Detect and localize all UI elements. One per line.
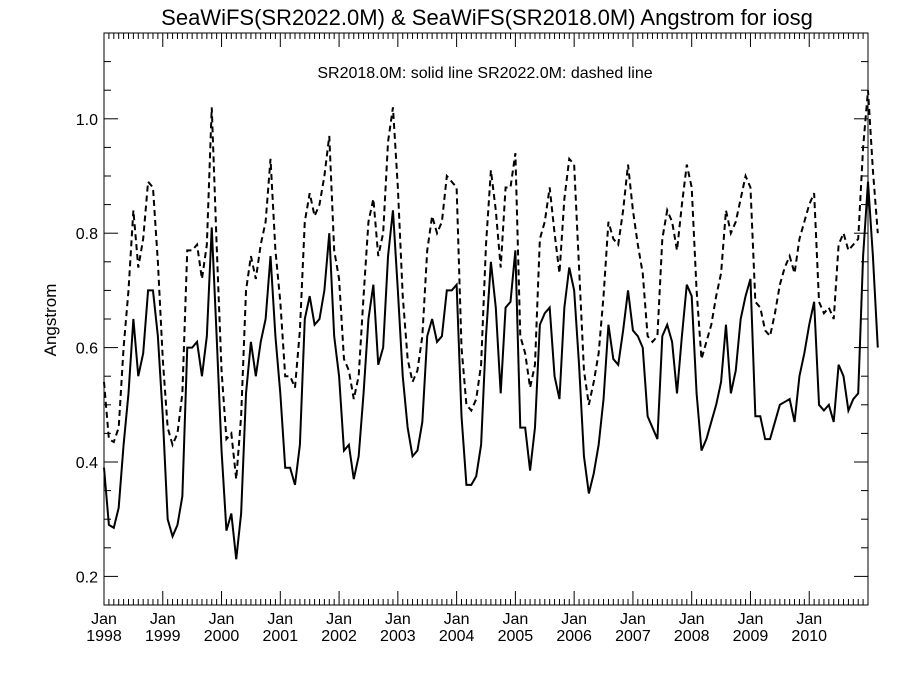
x-tick-label-year: 2002 — [321, 628, 357, 645]
x-tick-label-month: Jan — [796, 611, 822, 628]
x-tick-label-year: 2009 — [733, 628, 769, 645]
x-tick-label-year: 2000 — [204, 628, 240, 645]
x-tick-label-year: 1999 — [145, 628, 181, 645]
x-tick-label-month: Jan — [679, 611, 705, 628]
y-tick-label: 0.6 — [76, 341, 98, 358]
x-tick-label-month: Jan — [444, 611, 470, 628]
x-tick-label-month: Jan — [91, 611, 117, 628]
x-tick-label-year: 1998 — [86, 628, 122, 645]
y-axis-label: Angstrom — [41, 284, 60, 357]
x-tick-label-month: Jan — [326, 611, 352, 628]
x-tick-label-month: Jan — [620, 611, 646, 628]
x-tick-label-month: Jan — [502, 611, 528, 628]
series-sr2018-solid-line — [103, 181, 879, 560]
series-sr2022-dashed-line — [103, 90, 879, 480]
x-tick-label-month: Jan — [267, 611, 293, 628]
x-tick-label-year: 2003 — [380, 628, 416, 645]
x-tick-label-month: Jan — [150, 611, 176, 628]
x-tick-label-year: 2008 — [674, 628, 710, 645]
legend-text: SR2018.0M: solid line SR2022.0M: dashed … — [317, 65, 652, 82]
y-tick-label: 0.4 — [76, 455, 98, 472]
x-tick-label-month: Jan — [385, 611, 411, 628]
x-axis: Jan1998Jan1999Jan2000Jan2001Jan2002Jan20… — [86, 33, 869, 645]
y-tick-label: 1.0 — [76, 112, 98, 129]
y-tick-label: 0.2 — [76, 569, 98, 586]
x-tick-label-month: Jan — [209, 611, 235, 628]
x-tick-label-year: 2007 — [615, 628, 651, 645]
x-tick-label-year: 2005 — [498, 628, 534, 645]
x-tick-label-year: 2010 — [791, 628, 827, 645]
x-tick-label-year: 2001 — [263, 628, 299, 645]
x-tick-label-month: Jan — [738, 611, 764, 628]
y-tick-label: 0.8 — [76, 226, 98, 243]
x-tick-label-year: 2006 — [556, 628, 592, 645]
chart-title: SeaWiFS(SR2022.0M) & SeaWiFS(SR2018.0M) … — [161, 5, 813, 30]
x-tick-label-year: 2004 — [439, 628, 475, 645]
x-tick-label-month: Jan — [561, 611, 587, 628]
y-axis: 0.2 0.4 0.6 0.8 1.0 — [76, 61, 868, 586]
